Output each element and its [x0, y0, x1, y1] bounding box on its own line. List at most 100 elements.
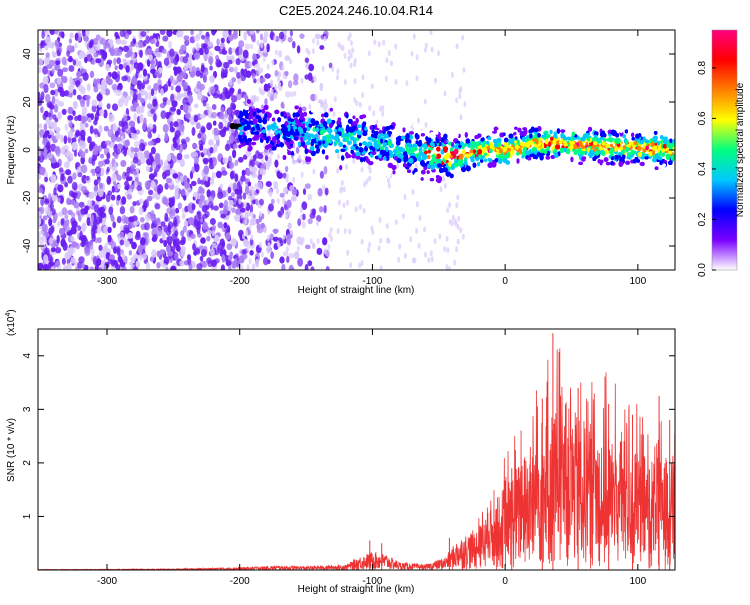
noise-blob [200, 133, 207, 142]
noise-blob [92, 256, 98, 266]
noise-blob [54, 39, 59, 47]
noise-blob [116, 57, 121, 65]
noise-blob [403, 194, 407, 200]
noise-blob [159, 249, 166, 255]
noise-blob [208, 201, 214, 209]
noise-blob [52, 239, 57, 247]
noise-blob [128, 250, 133, 256]
noise-blob [182, 70, 187, 79]
noise-blob [265, 181, 272, 187]
noise-blob [106, 175, 112, 185]
noise-blob [157, 184, 164, 194]
noise-blob [139, 253, 143, 261]
noise-blob [188, 94, 193, 104]
noise-blob [42, 76, 49, 85]
noise-blob [84, 122, 89, 128]
noise-blob [150, 108, 155, 115]
spectrogram-plot [38, 30, 675, 270]
noise-blob [220, 264, 225, 270]
noise-blob [57, 184, 64, 193]
noise-blob [206, 122, 213, 131]
noise-blob [198, 200, 203, 209]
noise-blob [55, 98, 60, 105]
noise-blob [137, 244, 143, 254]
noise-blob [96, 78, 101, 84]
noise-blob [197, 177, 201, 185]
noise-blob [152, 98, 158, 108]
noise-blob [122, 45, 130, 53]
noise-blob [81, 262, 85, 269]
noise-blob [124, 172, 130, 177]
noise-blob [81, 222, 87, 232]
noise-blob [112, 123, 117, 132]
noise-blob [455, 246, 459, 253]
noise-blob [69, 153, 74, 161]
noise-blob [194, 163, 200, 173]
noise-blob [193, 219, 198, 227]
noise-blob [113, 57, 117, 66]
noise-blob [240, 175, 246, 182]
noise-blob [121, 75, 128, 82]
noise-blob [284, 71, 289, 76]
noise-blob [98, 125, 103, 134]
noise-blob [172, 173, 179, 179]
noise-blob [307, 49, 311, 56]
noise-blob [85, 30, 90, 36]
noise-blob [256, 40, 260, 46]
noise-blob [221, 254, 226, 263]
noise-blob [87, 199, 93, 207]
noise-blob [270, 251, 274, 259]
noise-blob [51, 95, 56, 105]
noise-blob [191, 180, 197, 187]
noise-blob [273, 35, 277, 42]
noise-blob [182, 104, 189, 113]
noise-blob [240, 212, 244, 219]
noise-blob [207, 260, 213, 268]
noise-blob [183, 175, 188, 183]
noise-blob [202, 74, 207, 83]
noise-blob [195, 42, 200, 52]
noise-blob [99, 215, 103, 224]
noise-blob [363, 181, 367, 188]
noise-blob [276, 198, 280, 204]
noise-blob [58, 167, 64, 173]
noise-blob [238, 40, 245, 48]
noise-blob [438, 233, 442, 240]
noise-blob [256, 227, 263, 234]
noise-blob [86, 83, 91, 92]
noise-blob [132, 93, 138, 101]
noise-blob [131, 134, 138, 140]
noise-blob [282, 233, 286, 240]
noise-blob [108, 163, 113, 170]
noise-blob [277, 153, 280, 160]
noise-blob [209, 65, 213, 71]
noise-blob [91, 233, 96, 243]
noise-blob [323, 165, 328, 175]
noise-blob [45, 93, 51, 103]
noise-blob [114, 130, 119, 138]
noise-blob [110, 194, 116, 201]
band-blob [603, 157, 609, 163]
noise-blob [131, 77, 138, 86]
noise-blob [262, 50, 268, 58]
noise-blob [274, 159, 279, 168]
noise-blob [244, 218, 248, 225]
noise-blob [286, 233, 293, 240]
noise-blob [169, 208, 176, 217]
noise-blob [367, 50, 371, 57]
noise-blob [154, 203, 161, 210]
noise-blob [164, 212, 169, 222]
noise-blob [130, 163, 137, 170]
noise-blob [87, 117, 92, 123]
noise-blob [217, 221, 223, 229]
noise-blob [347, 35, 351, 42]
noise-blob [135, 71, 139, 79]
noise-blob [157, 61, 162, 68]
noise-blob [270, 150, 273, 157]
noise-blob [332, 111, 336, 118]
noise-blob [333, 96, 337, 103]
noise-blob [251, 36, 256, 43]
noise-blob [77, 172, 83, 178]
noise-blob [215, 170, 222, 179]
noise-blob [210, 248, 215, 257]
